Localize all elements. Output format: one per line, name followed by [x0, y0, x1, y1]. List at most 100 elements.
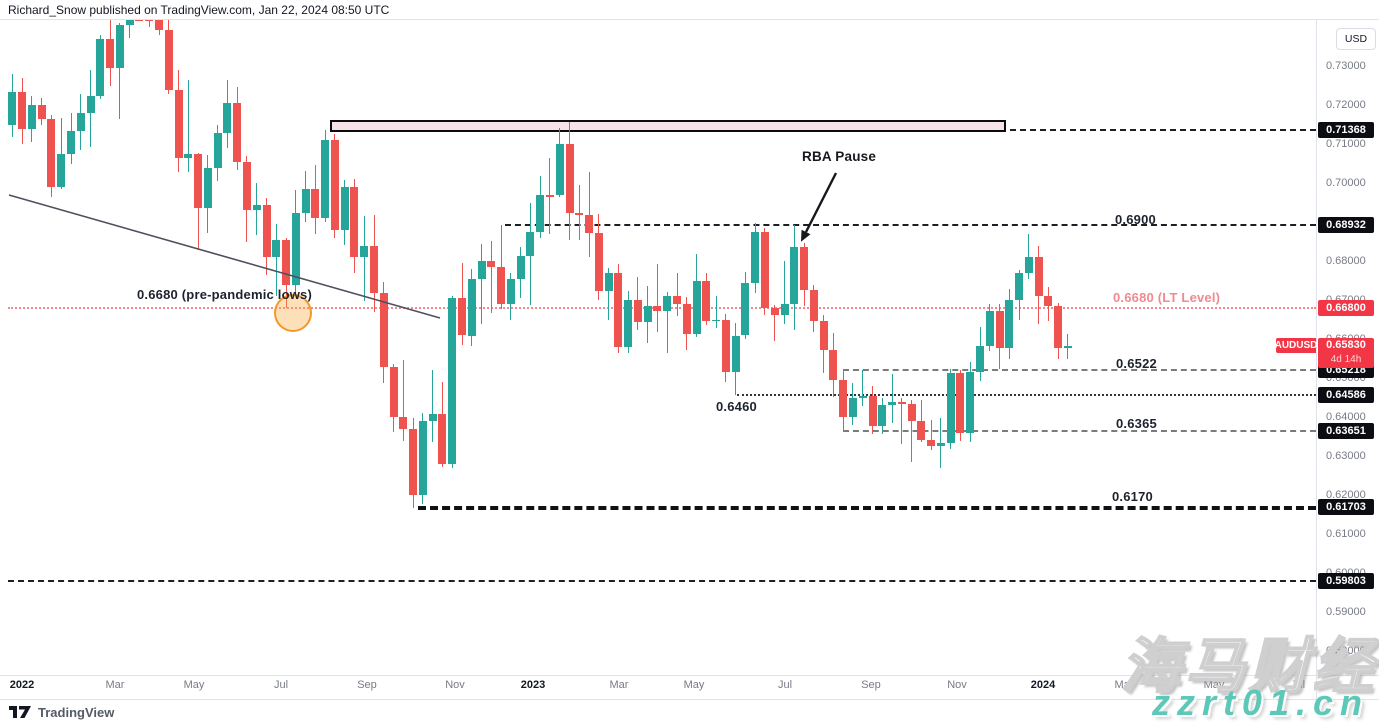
candle-wick — [119, 23, 121, 119]
candle — [438, 413, 447, 465]
price-tick: 0.62000 — [1326, 488, 1366, 501]
candle — [809, 289, 818, 321]
candle — [360, 245, 369, 258]
price-tick: 0.64000 — [1326, 410, 1366, 423]
price-level-label: 0.6460 — [716, 399, 757, 414]
candle — [370, 245, 379, 293]
time-axis-divider — [0, 675, 1379, 676]
time-axis-label: Jul — [777, 679, 793, 691]
candle — [946, 373, 955, 443]
price-level-line — [843, 368, 1316, 371]
candle — [888, 401, 897, 405]
candle — [721, 319, 730, 373]
candle — [897, 401, 906, 404]
candle — [545, 195, 554, 197]
candle — [1015, 273, 1024, 301]
candle-wick — [666, 291, 668, 354]
candle — [673, 296, 682, 304]
candle — [1054, 305, 1063, 349]
candle — [18, 91, 27, 129]
symbol-label-badge[interactable]: AUDUSD — [1274, 338, 1318, 353]
candle-wick — [715, 296, 717, 329]
candle — [751, 232, 760, 283]
candle — [731, 335, 740, 373]
candle-wick — [481, 243, 483, 324]
candle-wick — [940, 417, 942, 468]
candle — [633, 300, 642, 322]
candle — [682, 303, 691, 334]
candle — [76, 113, 85, 131]
candle — [203, 167, 212, 208]
candle — [848, 397, 857, 418]
candle-wick — [784, 261, 786, 324]
price-scale-divider — [1316, 19, 1317, 699]
time-axis-label: Sep — [861, 679, 881, 691]
candle-wick — [891, 374, 893, 424]
time-axis-label: 2022 — [9, 679, 35, 691]
candle — [291, 212, 300, 285]
candle-wick — [862, 369, 864, 406]
candle — [155, 19, 163, 31]
candle — [37, 105, 46, 119]
candle — [917, 421, 926, 441]
candle — [692, 280, 701, 334]
candle-wick — [500, 225, 502, 310]
price-tick: 0.68000 — [1326, 254, 1366, 267]
candle-wick — [490, 241, 492, 314]
candle — [995, 310, 1004, 348]
candle — [350, 187, 359, 258]
current-price-badge: 0.65830 4d 14h — [1318, 338, 1374, 368]
candle — [8, 91, 17, 125]
price-tick: 0.63000 — [1326, 449, 1366, 462]
time-axis-label: May — [683, 679, 705, 691]
candle — [487, 261, 496, 268]
candle-wick — [774, 304, 776, 342]
candle — [575, 212, 584, 215]
price-level-line — [418, 506, 1316, 511]
currency-toggle-button[interactable]: USD — [1336, 28, 1376, 50]
candle — [497, 267, 506, 305]
price-level-line — [8, 580, 1316, 583]
candle — [27, 105, 36, 129]
publish-attribution: Richard_Snow published on TradingView.co… — [8, 3, 390, 17]
candle-wick — [187, 79, 189, 173]
candle — [67, 130, 76, 155]
candle — [213, 132, 222, 168]
candle — [819, 320, 828, 350]
candle-wick — [930, 420, 932, 451]
candle — [477, 261, 486, 279]
time-axis-label: Sep — [357, 679, 377, 691]
time-axis-label: Nov — [445, 679, 465, 691]
price-level-label: 0.6680 (LT Level) — [1113, 290, 1221, 305]
candle — [164, 30, 173, 90]
tradingview-logo-icon[interactable] — [8, 705, 32, 720]
candle — [106, 39, 115, 69]
time-axis-label: May — [183, 679, 205, 691]
time-axis-label: Mar — [105, 679, 125, 691]
time-axis-label: 2024 — [1030, 679, 1056, 691]
chart-annotation: 0.6680 (pre-pandemic lows) — [137, 287, 312, 302]
candle — [663, 296, 672, 312]
candle — [379, 292, 388, 367]
candle — [242, 161, 251, 210]
price-level-badge: 0.68932 — [1318, 217, 1374, 234]
candle — [712, 319, 721, 322]
candle-wick — [911, 399, 913, 463]
candle — [330, 140, 339, 231]
tradingview-brand: TradingView — [38, 705, 115, 720]
candle — [702, 280, 711, 322]
candle — [868, 395, 877, 427]
footer: TradingView — [0, 700, 1379, 725]
candle — [594, 232, 603, 291]
price-level-badge: 0.71368 — [1318, 122, 1374, 138]
candle — [653, 306, 662, 312]
candle-wick — [920, 399, 922, 442]
chart-top-divider — [0, 19, 1379, 20]
candle-wick — [656, 264, 658, 332]
candle — [96, 39, 105, 96]
candle — [839, 380, 848, 418]
